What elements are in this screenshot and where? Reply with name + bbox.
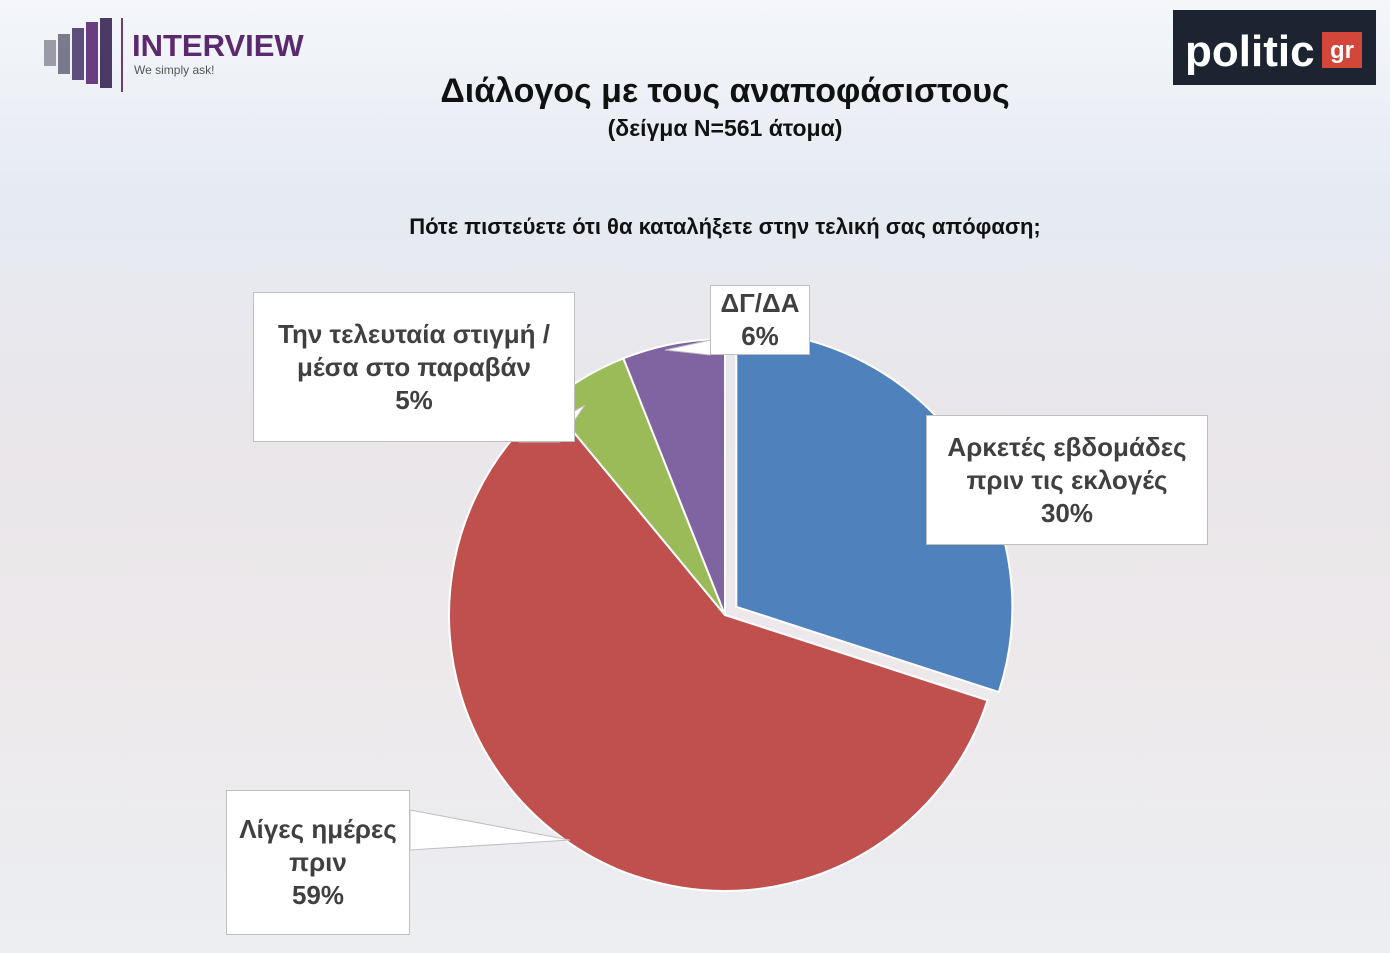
data-callout: Αρκετές εβδομάδες πριν τις εκλογές 30% bbox=[926, 415, 1208, 545]
brand-logo: INTERVIEW We simply ask! bbox=[44, 18, 304, 92]
value-label: 59% bbox=[291, 880, 345, 910]
question: Πότε πιστεύετε ότι θα καταλήξετε στην τε… bbox=[409, 214, 1041, 239]
data-callout: ΔΓ/ΔΑ 6% bbox=[710, 285, 810, 355]
logo-bar bbox=[72, 28, 84, 80]
partner-suffix: gr bbox=[1330, 37, 1354, 64]
value-label: 6% bbox=[741, 321, 779, 351]
category-label: Αρκετές εβδομάδες πριν τις εκλογές bbox=[947, 431, 1187, 495]
partner-logo: politic gr bbox=[1173, 10, 1376, 85]
logo-bar bbox=[86, 22, 98, 84]
value-label: 30% bbox=[1040, 497, 1094, 528]
chart-title: Διάλογος με τους αναποφάσιστους bbox=[440, 72, 1009, 110]
logo-bar bbox=[100, 18, 112, 88]
logo-bar bbox=[58, 34, 70, 74]
pie-slice bbox=[448, 400, 989, 892]
brand-tagline: We simply ask! bbox=[134, 63, 214, 77]
category-label: Λίγες ημέρες πριν bbox=[239, 814, 397, 877]
partner-badge bbox=[1322, 32, 1362, 68]
logo-bar bbox=[44, 40, 56, 66]
data-callout: Λίγες ημέρες πριν 59% bbox=[226, 790, 410, 935]
callout-pointer bbox=[409, 809, 571, 851]
chart-subtitle: (δείγμα N=561 άτομα) bbox=[608, 115, 843, 141]
data-callout: Την τελευταία στιγμή / μέσα στο παραβάν 5… bbox=[253, 292, 575, 442]
partner-name: politic bbox=[1185, 27, 1315, 76]
category-label: ΔΓ/ΔΑ bbox=[720, 288, 800, 318]
value-label: 5% bbox=[395, 384, 433, 415]
brand-name: INTERVIEW bbox=[132, 28, 304, 63]
category-label: Την τελευταία στιγμή / μέσα στο παραβάν bbox=[278, 318, 550, 382]
